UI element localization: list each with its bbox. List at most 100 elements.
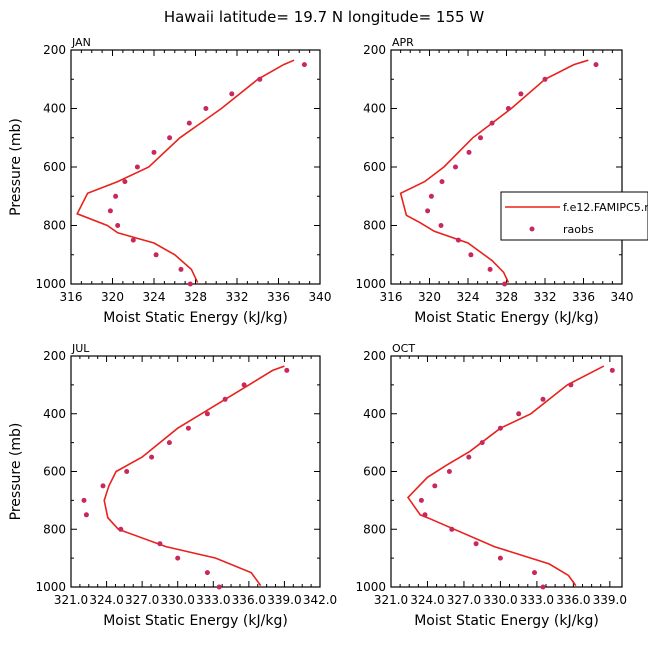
x-tick-label: 336.0 (556, 593, 590, 607)
x-tick-label: 339.0 (593, 593, 627, 607)
obs-point (502, 281, 508, 287)
obs-point (446, 469, 452, 474)
obs-point (118, 526, 124, 532)
obs-point (468, 252, 474, 258)
x-tick-label: 316 (380, 290, 403, 304)
x-tick-label: 321.0 (374, 593, 408, 607)
y-tick-label: 600 (363, 465, 386, 479)
obs-point (542, 76, 548, 82)
obs-point (157, 541, 163, 547)
obs-point (229, 91, 235, 97)
obs-point (422, 512, 428, 518)
obs-point (284, 367, 290, 373)
legend-obs-swatch (529, 226, 535, 232)
x-tick-label: 327.0 (447, 593, 481, 607)
x-tick-label: 330.0 (161, 593, 195, 607)
legend-box (500, 191, 648, 241)
obs-point (466, 149, 472, 155)
obs-point (478, 135, 483, 141)
plot-frame (390, 355, 623, 588)
obs-point (497, 555, 503, 561)
obs-point (505, 106, 511, 111)
model-series-line (103, 365, 285, 587)
obs-point (167, 135, 173, 141)
obs-point (124, 469, 130, 474)
x-axis-label: Moist Static Energy (kJ/kg) (103, 310, 288, 326)
y-axis-label: Pressure (mb) (8, 118, 24, 216)
y-tick-label: 800 (363, 522, 386, 536)
obs-point (432, 483, 438, 489)
y-tick-label: 400 (43, 102, 66, 116)
obs-point (122, 179, 128, 185)
obs-point (257, 76, 263, 82)
x-tick-label: 328 (184, 290, 207, 304)
x-tick-label: 328 (495, 290, 518, 304)
x-axis-label: Moist Static Energy (kJ/kg) (414, 613, 599, 629)
obs-point (466, 454, 472, 460)
x-tick-label: 333.0 (520, 593, 554, 607)
x-tick-label: 324.0 (89, 593, 123, 607)
obs-point (166, 440, 172, 446)
obs-point (204, 570, 210, 576)
x-tick-label: 332 (226, 290, 249, 304)
obs-point (473, 541, 479, 547)
x-tick-label: 336 (267, 290, 290, 304)
y-tick-label: 1000 (355, 580, 386, 594)
x-tick-label: 342.0 (303, 593, 337, 607)
obs-point (487, 266, 493, 272)
y-tick-label: 200 (363, 349, 386, 363)
obs-point (222, 396, 228, 402)
x-tick-label: 316 (60, 290, 83, 304)
obs-point (425, 208, 431, 214)
obs-point (479, 440, 485, 446)
obs-point (453, 164, 458, 170)
obs-point (83, 512, 89, 518)
y-tick-label: 800 (43, 219, 66, 233)
y-tick-label: 400 (363, 407, 386, 421)
obs-point (540, 584, 546, 590)
x-axis-label: Moist Static Energy (kJ/kg) (103, 613, 288, 629)
obs-point (532, 570, 537, 576)
panel-title: APR (392, 36, 414, 49)
legend: f.e12.FAMIPC5.ne raobs (500, 191, 648, 241)
obs-point (178, 266, 184, 272)
obs-point (418, 497, 424, 503)
obs-point (115, 223, 121, 228)
y-tick-label: 600 (43, 160, 66, 174)
panel-title: JUL (71, 342, 90, 355)
obs-point (439, 179, 445, 185)
obs-point (518, 91, 524, 97)
obs-point (81, 497, 87, 503)
obs-point (149, 454, 155, 460)
obs-point (455, 237, 461, 243)
obs-point (187, 281, 193, 287)
y-tick-label: 200 (363, 43, 386, 57)
x-tick-label: 324 (143, 290, 166, 304)
x-tick-label: 320 (418, 290, 441, 304)
main-title: Hawaii latitude= 19.7 N longitude= 155 W (164, 8, 484, 26)
x-tick-label: 340 (309, 290, 332, 304)
y-tick-label: 400 (43, 407, 66, 421)
panel-oct: OCT 321.0 324.0 327.0 330.0 333.0 336.0 339.0 20… (355, 342, 627, 629)
y-tick-label: 200 (43, 349, 66, 363)
model-series-line (406, 365, 605, 587)
y-axis-label: Pressure (mb) (8, 423, 24, 521)
panel-jul: JUL 321.0 324.0 327.0 330.0 333.0 336.0 339.0 34… (8, 342, 337, 629)
plot-frame (70, 49, 321, 285)
obs-point (130, 237, 136, 243)
model-series-line (399, 59, 589, 283)
obs-point (609, 367, 615, 373)
obs-point (438, 223, 444, 228)
panel-jan: JAN 316 320 324 328 332 336 340 200 400 600 800 1000… (8, 36, 331, 326)
plot-frame (390, 49, 623, 285)
x-tick-label: 333.0 (196, 593, 230, 607)
y-tick-label: 1000 (35, 277, 66, 291)
obs-point (516, 411, 522, 417)
obs-point (216, 584, 222, 590)
obs-point (428, 193, 434, 199)
x-axis-label: Moist Static Energy (kJ/kg) (414, 310, 599, 326)
obs-point (113, 193, 119, 199)
x-tick-label: 324.0 (410, 593, 444, 607)
obs-point (449, 526, 455, 532)
